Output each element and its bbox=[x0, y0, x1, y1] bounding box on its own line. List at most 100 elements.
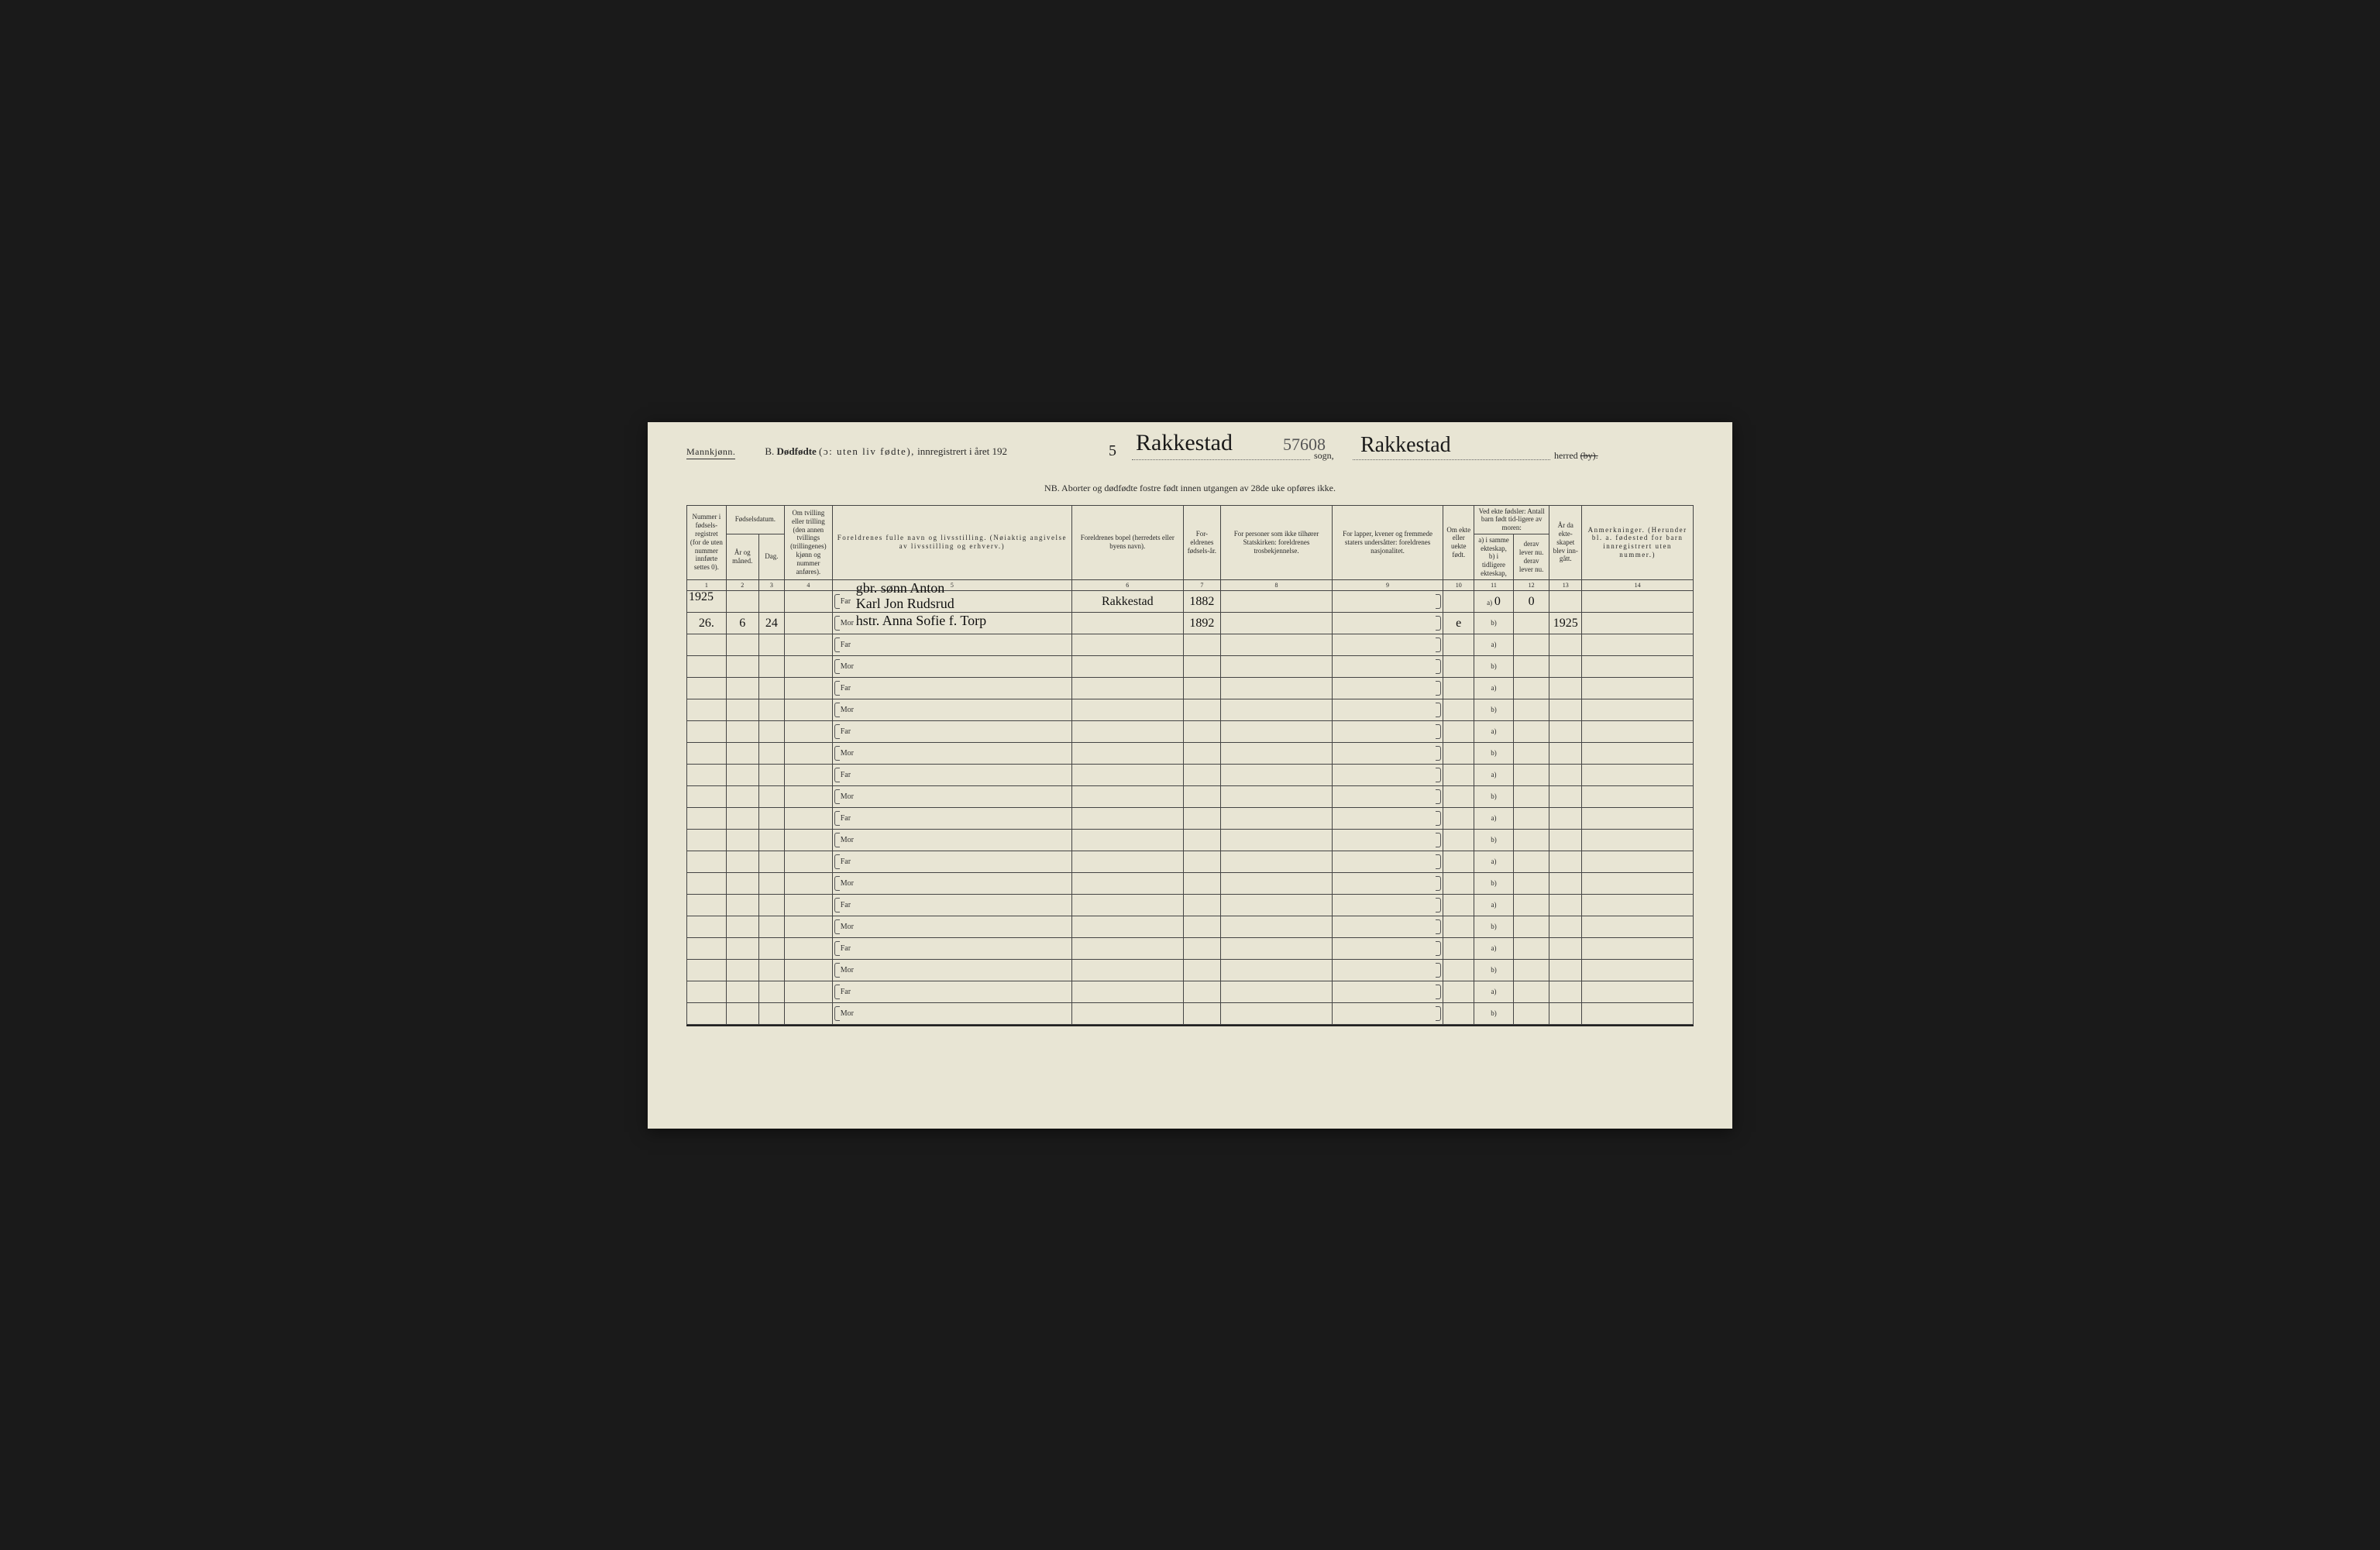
cell-year-month bbox=[726, 656, 758, 678]
title-prefix: B. bbox=[765, 445, 774, 457]
cell-nat bbox=[1332, 960, 1443, 981]
handwritten-sogn: Rakkestad bbox=[1136, 430, 1233, 456]
cell-ekte bbox=[1443, 721, 1474, 743]
cell-bopel bbox=[1072, 808, 1184, 830]
page-header: Mannkjønn. B. Dødfødte (ɔ: uten liv født… bbox=[686, 445, 1694, 476]
colnum-2: 2 bbox=[726, 579, 758, 591]
cell-12a bbox=[1513, 895, 1549, 916]
cell-11a: a) bbox=[1474, 721, 1514, 743]
table-row: Mor b) bbox=[687, 656, 1694, 678]
cell-11a: a) bbox=[1474, 851, 1514, 873]
cell-number bbox=[687, 743, 727, 765]
table-row: Far a) bbox=[687, 765, 1694, 786]
colnum-10: 10 bbox=[1443, 579, 1474, 591]
mor-label: Mor bbox=[841, 1009, 854, 1018]
cell-day bbox=[758, 591, 784, 613]
cell-twin bbox=[784, 656, 832, 678]
col-header-11: a) i samme ekteskap, b) i tidligere ekte… bbox=[1474, 534, 1514, 579]
cell-ekte bbox=[1443, 1003, 1474, 1025]
cell-twin bbox=[784, 765, 832, 786]
cell-12b bbox=[1513, 830, 1549, 851]
cell-nat bbox=[1332, 656, 1443, 678]
cell-birth-mor bbox=[1183, 830, 1221, 851]
cell-twin bbox=[784, 1003, 832, 1025]
cell-nat bbox=[1332, 808, 1443, 830]
mor-label: Mor bbox=[841, 662, 854, 671]
cell-ekte: e bbox=[1443, 613, 1474, 634]
cell-day bbox=[758, 743, 784, 765]
mor-label: Mor bbox=[841, 836, 854, 844]
col-header-12: derav lever nu. derav lever nu. bbox=[1513, 534, 1549, 579]
col-header-2: År og måned. bbox=[726, 534, 758, 579]
register-page: Mannkjønn. B. Dødfødte (ɔ: uten liv født… bbox=[648, 422, 1732, 1129]
cell-day bbox=[758, 656, 784, 678]
herred-label: herred (by). bbox=[1554, 450, 1598, 462]
title-main: Dødfødte bbox=[777, 445, 817, 457]
col-12a: derav lever nu. bbox=[1516, 540, 1546, 557]
cell-day bbox=[758, 1003, 784, 1025]
cell-marriage bbox=[1549, 721, 1582, 743]
cell-number bbox=[687, 699, 727, 721]
cell-birth-far bbox=[1183, 895, 1221, 916]
col-header-9: For lapper, kvener og fremmede staters u… bbox=[1332, 505, 1443, 579]
cell-11a: a) bbox=[1474, 895, 1514, 916]
parent-mor-cell: Mor bbox=[832, 873, 1071, 895]
col-header-date-group: Fødselsdatum. bbox=[726, 505, 784, 534]
cell-year-month bbox=[726, 721, 758, 743]
cell-day bbox=[758, 786, 784, 808]
parent-mor-cell: Mor bbox=[832, 699, 1071, 721]
handwritten-herred: Rakkestad bbox=[1360, 433, 1451, 458]
parent-mor-cell: Mor bbox=[832, 830, 1071, 851]
col-header-4: Om tvilling eller trilling (den annen tv… bbox=[784, 505, 832, 579]
cell-12b bbox=[1513, 916, 1549, 938]
far-label: Far bbox=[841, 988, 851, 996]
cell-12b bbox=[1513, 656, 1549, 678]
table-row: Mor b) bbox=[687, 1003, 1694, 1025]
cell-faith bbox=[1221, 743, 1333, 765]
cell-number bbox=[687, 938, 727, 960]
cell-marriage bbox=[1549, 786, 1582, 808]
cell-ekte bbox=[1443, 678, 1474, 699]
cell-bopel bbox=[1072, 960, 1184, 981]
cell-birth-mor bbox=[1183, 1003, 1221, 1025]
col-header-13: År da ekte-skapet blev inn-gått. bbox=[1549, 505, 1582, 579]
cell-day: 24 bbox=[758, 613, 784, 634]
cell-remarks bbox=[1582, 743, 1694, 765]
cell-year-month bbox=[726, 786, 758, 808]
cell-11b: b) bbox=[1474, 916, 1514, 938]
cell-bopel bbox=[1072, 613, 1184, 634]
cell-nat bbox=[1332, 895, 1443, 916]
cell-number bbox=[687, 678, 727, 699]
cell-ekte bbox=[1443, 786, 1474, 808]
cell-faith bbox=[1221, 613, 1333, 634]
cell-ekte bbox=[1443, 960, 1474, 981]
colnum-8: 8 bbox=[1221, 579, 1333, 591]
colnum-4: 4 bbox=[784, 579, 832, 591]
cell-birth-mor bbox=[1183, 656, 1221, 678]
cell-remarks bbox=[1582, 1003, 1694, 1025]
cell-twin bbox=[784, 634, 832, 656]
far-label: Far bbox=[841, 857, 851, 866]
cell-marriage bbox=[1549, 656, 1582, 678]
cell-12b bbox=[1513, 786, 1549, 808]
cell-faith bbox=[1221, 634, 1333, 656]
cell-year-month bbox=[726, 960, 758, 981]
table-row: Far a) bbox=[687, 634, 1694, 656]
cell-year-month bbox=[726, 873, 758, 895]
cell-12a bbox=[1513, 765, 1549, 786]
col-12b: derav lever nu. bbox=[1516, 557, 1546, 574]
cell-12b bbox=[1513, 1003, 1549, 1025]
parent-far-cell: Far gbr. sønn AntonKarl Jon Rudsrud bbox=[832, 591, 1071, 613]
cell-number bbox=[687, 960, 727, 981]
cell-marriage bbox=[1549, 960, 1582, 981]
table-row: Far a) bbox=[687, 851, 1694, 873]
cell-nat bbox=[1332, 721, 1443, 743]
cell-number bbox=[687, 851, 727, 873]
cell-twin bbox=[784, 895, 832, 916]
far-label: Far bbox=[841, 641, 851, 649]
cell-marriage bbox=[1549, 591, 1582, 613]
cell-remarks bbox=[1582, 613, 1694, 634]
cell-marriage bbox=[1549, 1003, 1582, 1025]
cell-birth-far bbox=[1183, 851, 1221, 873]
cell-twin bbox=[784, 721, 832, 743]
